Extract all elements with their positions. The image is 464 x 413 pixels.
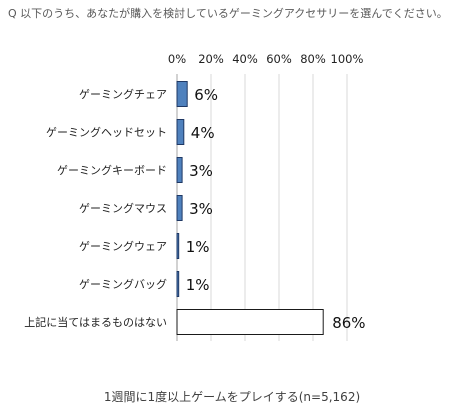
- bar: [176, 195, 183, 221]
- value-label: 86%: [332, 314, 365, 332]
- bar: [176, 271, 180, 297]
- bar: [176, 233, 180, 259]
- value-label: 1%: [186, 276, 210, 294]
- bars: [176, 81, 324, 335]
- tick-label: 80%: [300, 52, 326, 66]
- value-label: 3%: [189, 200, 213, 218]
- value-label: 4%: [191, 124, 215, 142]
- tick-label: 40%: [232, 52, 258, 66]
- x-axis-ticks: 0% 20% 40% 60% 80% 100%: [168, 52, 364, 66]
- footnote: 1週間に1度以上ゲームをプレイする(n=5,162): [104, 389, 360, 404]
- bar: [176, 309, 324, 335]
- bar: [176, 119, 185, 145]
- category-label: ゲーミングキーボード: [57, 163, 167, 177]
- tick-label: 60%: [266, 52, 292, 66]
- value-label: 1%: [186, 238, 210, 256]
- category-label: ゲーミングマウス: [79, 201, 167, 215]
- value-labels: 6% 4% 3% 3% 1% 1% 86%: [186, 86, 366, 332]
- tick-label: 0%: [168, 52, 186, 66]
- tick-label: 100%: [331, 52, 364, 66]
- category-label: ゲーミングチェア: [79, 87, 167, 101]
- category-labels: ゲーミングチェアゲーミングヘッドセットゲーミングキーボードゲーミングマウスゲーミ…: [24, 87, 167, 329]
- bar: [176, 157, 183, 183]
- bar: [176, 81, 188, 107]
- question-text: Q 以下のうち、あなたが購入を検討しているゲーミングアクセサリーを選んでください…: [8, 6, 448, 20]
- category-label: ゲーミングヘッドセット: [46, 125, 167, 139]
- category-label: 上記に当てはまるものはない: [24, 315, 167, 329]
- tick-label: 20%: [198, 52, 224, 66]
- value-label: 6%: [194, 86, 218, 104]
- category-label: ゲーミングバッグ: [79, 277, 167, 291]
- value-label: 3%: [189, 162, 213, 180]
- category-label: ゲーミングウェア: [79, 239, 167, 253]
